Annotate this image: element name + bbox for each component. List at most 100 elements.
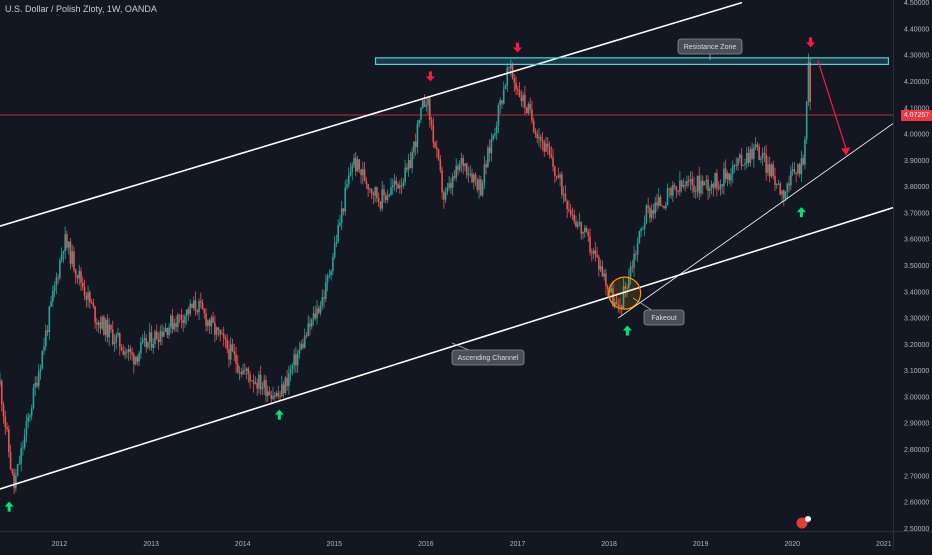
- candle-body: [157, 339, 160, 343]
- candle-body: [194, 300, 197, 311]
- candle-body: [261, 387, 264, 390]
- candle-body: [693, 185, 695, 192]
- candle-body: [191, 303, 193, 308]
- upper-channel-line[interactable]: [0, 1, 743, 227]
- candle-body: [103, 316, 105, 335]
- candle-body: [557, 175, 560, 178]
- candle-body: [546, 143, 549, 148]
- candle-body: [730, 174, 732, 181]
- candle-body: [687, 180, 690, 182]
- candle-body: [284, 377, 287, 394]
- candle-body: [636, 243, 639, 255]
- candle-body: [143, 338, 146, 341]
- candle-body: [295, 354, 297, 366]
- candle-body: [41, 350, 44, 369]
- candle-body: [279, 396, 281, 397]
- support-trend-line[interactable]: [617, 123, 894, 319]
- candle-body: [399, 185, 401, 189]
- candle-body: [236, 363, 239, 373]
- projection-arrowhead: [841, 147, 851, 156]
- candle-body: [583, 227, 586, 233]
- candle-body: [589, 236, 591, 253]
- candle-body: [342, 208, 345, 212]
- candle-body: [164, 327, 167, 333]
- candle-body: [217, 327, 220, 330]
- candle-body: [508, 67, 510, 69]
- candle-body: [159, 331, 162, 343]
- projection-arrow-line[interactable]: [817, 60, 848, 153]
- fakeout-circle[interactable]: [608, 276, 642, 310]
- candle-body: [111, 329, 114, 345]
- candle-body: [148, 332, 151, 342]
- candle-body: [71, 251, 74, 264]
- candle-body: [383, 189, 385, 196]
- up-arrow-icon: [4, 501, 14, 512]
- candle-body: [552, 157, 554, 167]
- candle-body: [365, 181, 368, 185]
- candle-body: [145, 338, 147, 348]
- candle-body: [312, 313, 315, 320]
- candle-body: [416, 123, 419, 148]
- candle-body: [492, 135, 494, 140]
- candle-body: [370, 188, 373, 194]
- x-tick-label: 2018: [601, 541, 617, 548]
- candle-body: [444, 191, 447, 200]
- candle-body: [300, 343, 302, 350]
- y-tick-label: 2.60000: [904, 500, 929, 507]
- candle-body: [798, 164, 801, 175]
- candle-body: [208, 320, 211, 327]
- candle-body: [541, 140, 544, 143]
- candle-body: [384, 195, 387, 201]
- candle-body: [698, 175, 701, 194]
- channel-callout[interactable]: [451, 349, 525, 366]
- candle-body: [664, 205, 667, 209]
- candle-body: [638, 231, 641, 244]
- candle-body: [724, 168, 727, 180]
- candle-body: [631, 266, 634, 268]
- candle-body: [689, 179, 692, 182]
- candle-body: [282, 384, 285, 394]
- y-tick-label: 4.30000: [904, 53, 929, 60]
- candle-body: [673, 185, 676, 187]
- candle-body: [52, 290, 54, 302]
- candle-body: [659, 196, 662, 206]
- candle-body: [293, 354, 295, 366]
- candle-body: [388, 194, 391, 197]
- candle-body: [168, 327, 170, 336]
- up-arrow-icon: [622, 325, 632, 336]
- resistance-zone[interactable]: [374, 57, 890, 66]
- candle-body: [499, 100, 502, 106]
- candle-body: [307, 323, 310, 337]
- candle-body: [749, 149, 752, 163]
- candle-body: [268, 391, 271, 395]
- candle-body: [0, 381, 1, 384]
- candle-body: [437, 149, 440, 160]
- candle-body: [571, 214, 574, 216]
- candle-body: [229, 344, 232, 360]
- candle-body: [784, 191, 787, 199]
- lower-channel-line[interactable]: [0, 206, 894, 490]
- candle-body: [788, 183, 790, 186]
- candle-body: [353, 157, 355, 166]
- candle-body: [305, 335, 308, 337]
- candle-body: [532, 120, 535, 132]
- resistance-callout[interactable]: [677, 38, 743, 55]
- fakeout-callout[interactable]: [643, 309, 685, 326]
- candle-body: [536, 133, 539, 139]
- candle-body: [214, 322, 216, 335]
- candle-body: [555, 175, 558, 177]
- candle-body: [4, 416, 7, 428]
- candle-body: [425, 105, 428, 107]
- candle-body: [252, 380, 255, 384]
- candle-body: [110, 324, 112, 330]
- y-tick-label: 2.50000: [904, 526, 929, 533]
- y-tick-label: 4.50000: [904, 0, 929, 7]
- candle-body: [782, 190, 785, 199]
- candle-body: [591, 252, 593, 254]
- candle-body: [184, 315, 186, 324]
- candle-body: [64, 234, 66, 252]
- candle-body: [527, 103, 530, 114]
- candle-body: [39, 368, 42, 372]
